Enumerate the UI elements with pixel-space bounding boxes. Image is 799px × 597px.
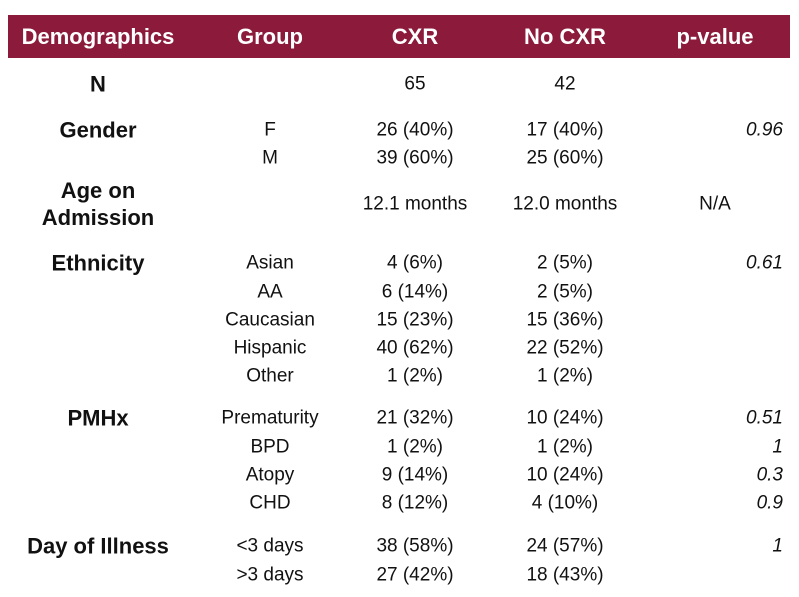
group-cell: CHD	[249, 492, 291, 514]
no-cxr-cell: 12.0 months	[512, 193, 618, 215]
group-cell: M	[262, 147, 278, 169]
no-cxr-cell: 24 (57%)	[526, 535, 604, 557]
group-cell: Other	[246, 365, 294, 387]
no-cxr-cell: 10 (24%)	[526, 407, 604, 429]
header-cell: Group	[237, 24, 303, 49]
cxr-cell: 21 (32%)	[376, 407, 454, 429]
header-bar	[8, 15, 790, 58]
section-label: N	[90, 71, 106, 97]
group-cell: F	[264, 119, 276, 141]
p-value-cell: 0.9	[756, 492, 783, 514]
group-cell: BPD	[250, 436, 290, 458]
cxr-cell: 4 (6%)	[387, 252, 443, 274]
section-label: PMHx	[67, 405, 129, 431]
p-value-cell: 0.96	[746, 119, 783, 141]
group-cell: >3 days	[236, 564, 304, 586]
no-cxr-cell: 10 (24%)	[526, 464, 604, 486]
no-cxr-cell: 17 (40%)	[526, 119, 604, 141]
group-cell: AA	[257, 281, 283, 303]
no-cxr-cell: 18 (43%)	[526, 564, 604, 586]
no-cxr-cell: 1 (2%)	[537, 436, 593, 458]
header-cell: No CXR	[524, 24, 606, 49]
cxr-cell: 38 (58%)	[376, 535, 454, 557]
no-cxr-cell: 1 (2%)	[537, 365, 593, 387]
cxr-cell: 12.1 months	[362, 193, 468, 215]
p-value-cell: 0.3	[756, 464, 783, 486]
p-value-cell: N/A	[699, 193, 731, 215]
header-cell: p-value	[676, 24, 754, 49]
p-value-cell: 0.51	[746, 407, 783, 429]
group-cell: <3 days	[236, 535, 304, 557]
group-cell: Caucasian	[225, 309, 315, 331]
cxr-cell: 39 (60%)	[376, 147, 454, 169]
group-cell: Prematurity	[221, 407, 319, 429]
cxr-cell: 9 (14%)	[381, 464, 449, 486]
cxr-cell: 6 (14%)	[381, 281, 449, 303]
p-value-cell: 1	[772, 535, 783, 557]
no-cxr-cell: 25 (60%)	[526, 147, 604, 169]
cxr-cell: 26 (40%)	[376, 119, 454, 141]
cxr-cell: 40 (62%)	[376, 337, 454, 359]
cxr-cell: 1 (2%)	[387, 436, 443, 458]
header-cell: Demographics	[21, 24, 175, 49]
cxr-cell: 15 (23%)	[376, 309, 454, 331]
section-label: Day of Illness	[27, 533, 169, 559]
cxr-cell: 65	[404, 73, 426, 95]
section-label: Ethnicity	[51, 250, 145, 276]
section-label: Age on Admission	[42, 177, 154, 231]
group-cell: Atopy	[245, 464, 295, 486]
no-cxr-cell: 22 (52%)	[526, 337, 604, 359]
group-cell: Asian	[246, 252, 294, 274]
section-label: Gender	[59, 117, 137, 143]
no-cxr-cell: 4 (10%)	[531, 492, 599, 514]
cxr-cell: 1 (2%)	[387, 365, 443, 387]
cxr-cell: 8 (12%)	[381, 492, 449, 514]
no-cxr-cell: 2 (5%)	[537, 281, 593, 303]
label-line: Age on	[60, 178, 136, 203]
cxr-cell: 27 (42%)	[376, 564, 454, 586]
header-cell: CXR	[391, 24, 439, 49]
p-value-cell: 1	[772, 436, 783, 458]
p-value-cell: 0.61	[746, 252, 783, 274]
group-cell: Hispanic	[233, 337, 307, 359]
label-line: Admission	[41, 205, 155, 230]
no-cxr-cell: 42	[554, 73, 576, 95]
no-cxr-cell: 2 (5%)	[537, 252, 593, 274]
no-cxr-cell: 15 (36%)	[526, 309, 604, 331]
